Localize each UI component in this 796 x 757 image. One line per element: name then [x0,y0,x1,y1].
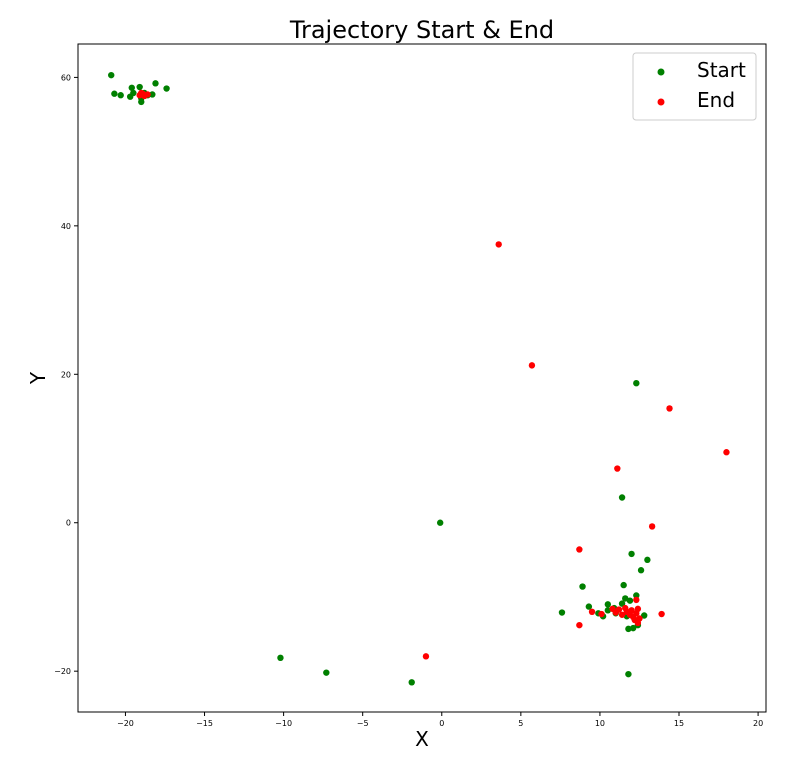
point-start [622,595,629,602]
point-end [576,546,583,553]
y-tick-label: −20 [54,667,71,676]
point-end [618,611,626,618]
point-start [558,609,566,616]
point-end [138,89,145,97]
point-start [108,71,115,79]
x-tick-label: 20 [753,719,763,728]
y-tick-label: 60 [61,73,71,82]
y-tick-label: 0 [66,519,71,528]
point-start [585,603,593,610]
point-start [633,592,640,599]
chart-title: Trajectory Start & End [289,16,554,44]
point-start [323,669,330,676]
point-start [628,550,635,558]
point-start [136,83,143,91]
point-start [152,80,159,87]
point-end [422,653,430,660]
x-tick-label: 5 [518,719,523,728]
point-end [648,523,656,530]
point-start [408,679,415,686]
point-start [618,600,626,607]
point-start [117,92,124,99]
point-end [666,405,673,412]
x-tick-label: 15 [674,719,684,728]
x-axis-label: X [415,727,429,751]
data-points [108,71,730,686]
point-start [641,612,648,619]
point-start [604,601,612,608]
point-end [495,241,502,248]
point-end [598,610,605,618]
point-start [277,654,284,662]
point-end [634,605,642,613]
point-start [644,556,651,564]
x-tick-label: −15 [196,719,213,728]
point-start [128,84,135,91]
point-start [130,89,137,97]
point-start [620,581,627,589]
point-start [579,583,586,590]
x-tick-label: −5 [357,719,369,728]
point-start [625,625,632,633]
point-start [625,670,632,678]
point-start [149,91,156,98]
point-start [138,98,145,106]
point-end [588,608,596,615]
point-end [614,465,621,472]
point-end [144,91,151,98]
point-start [629,624,637,632]
point-start [633,379,640,387]
point-end [628,607,635,614]
point-end [658,610,665,618]
plot-area-frame [77,43,767,713]
point-start [618,494,626,501]
point-start [626,597,634,604]
x-axis: −20 −15 −10 −5 0 5 10 15 20 [117,712,763,728]
x-tick-label: −10 [275,719,292,728]
x-tick-label: 0 [439,719,444,728]
y-axis: −20 0 20 40 60 [54,73,78,676]
point-start [436,519,444,526]
legend-marker-end [657,98,665,106]
point-end [528,362,536,369]
y-axis-label: Y [26,371,50,385]
point-end [633,596,640,604]
point-start [163,85,170,92]
point-end [576,621,583,629]
point-end [723,449,730,456]
legend-marker-start [657,68,665,76]
legend-label-end: End [697,88,735,112]
point-end [615,606,623,613]
point-end [636,615,643,622]
legend: Start End [632,52,757,121]
y-tick-label: 20 [61,370,71,379]
point-start [111,90,118,97]
legend-label-start: Start [697,58,746,82]
x-tick-label: 10 [595,719,605,728]
point-start [637,567,645,574]
y-tick-label: 40 [61,222,71,231]
x-tick-label: −20 [117,719,134,728]
